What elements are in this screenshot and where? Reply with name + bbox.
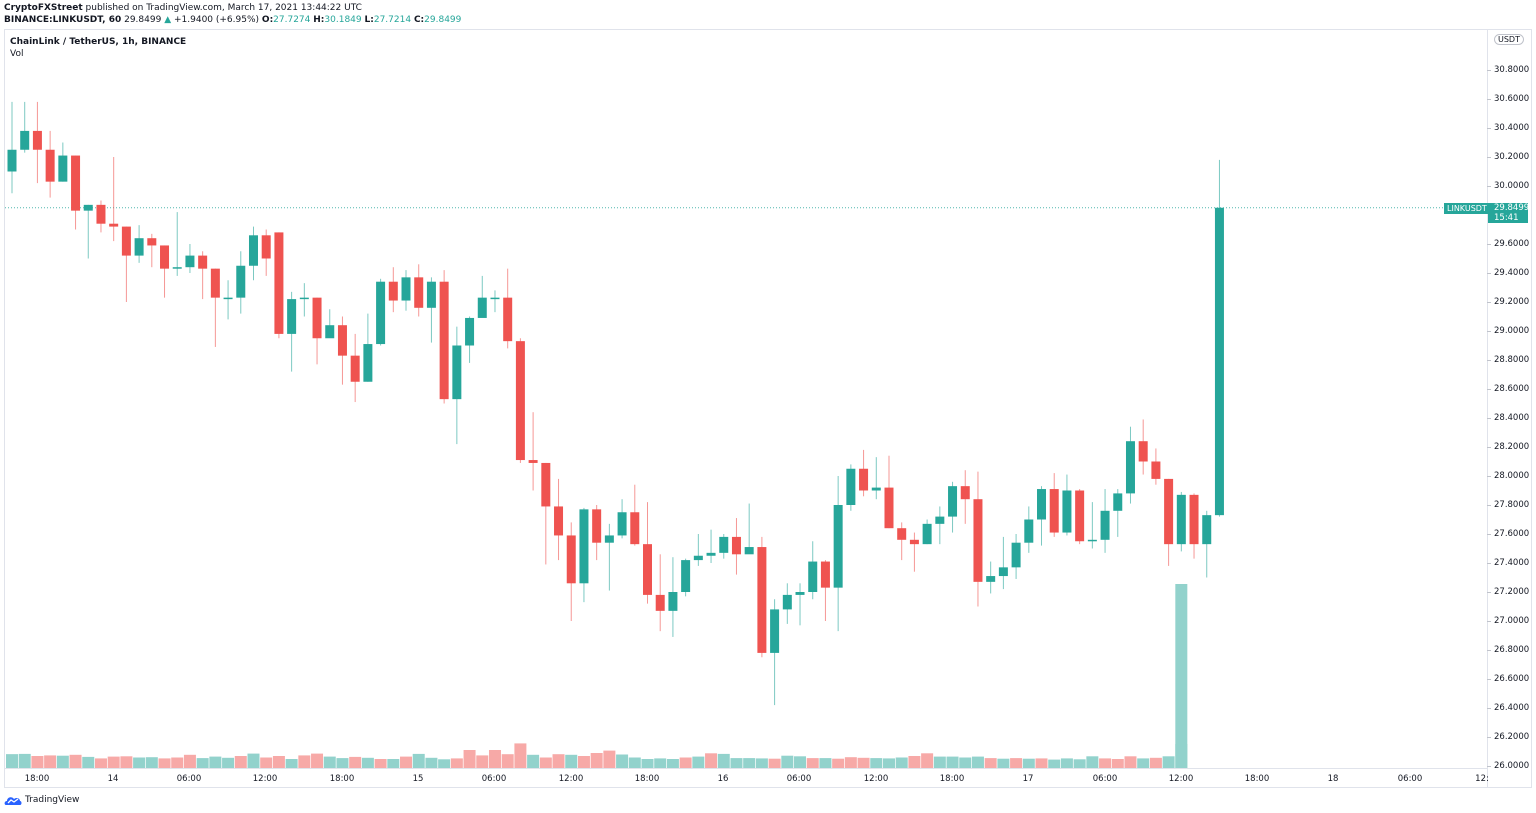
time-axis-label: 18:00 — [1244, 774, 1270, 784]
price-axis-label: 29.6000 — [1494, 239, 1530, 249]
time-axis-label: 18:00 — [329, 774, 355, 784]
low-label: L: — [364, 15, 374, 25]
time-axis-label: 17 — [1022, 774, 1034, 784]
price-axis-tick — [1487, 534, 1491, 535]
chart-legend: ChainLink / TetherUS, 1h, BINANCE Vol — [10, 36, 186, 60]
time-axis-label: 06:00 — [481, 774, 507, 784]
tradingview-cloud-icon — [4, 797, 22, 805]
legend-title: ChainLink / TetherUS, 1h, BINANCE — [10, 37, 187, 47]
price-axis-label: 30.2000 — [1494, 152, 1530, 162]
price-axis-label: 30.0000 — [1494, 181, 1530, 191]
time-axis-label: 15 — [412, 774, 424, 784]
price-axis-tick — [1487, 360, 1491, 361]
tradingview-brand: TradingView — [25, 795, 80, 805]
price-axis-tick — [1487, 273, 1491, 274]
close-value: 29.8499 — [424, 15, 462, 25]
price-axis-tick — [1487, 70, 1491, 71]
price-axis-label: 30.6000 — [1494, 94, 1530, 104]
tradingview-logo[interactable]: TradingView — [4, 794, 79, 806]
price-axis-tick — [1487, 621, 1491, 622]
price-axis-label: 26.4000 — [1494, 703, 1530, 713]
price-axis-tick — [1487, 128, 1491, 129]
price-axis-divider — [1487, 30, 1488, 787]
price-axis-tick — [1487, 418, 1491, 419]
price-axis-label: 26.6000 — [1494, 674, 1530, 684]
price-axis-label: 29.2000 — [1494, 297, 1530, 307]
currency-button[interactable]: USDT — [1494, 34, 1524, 45]
price-axis-label: 26.0000 — [1494, 761, 1530, 771]
time-axis-label: 12:00 — [252, 774, 278, 784]
symbol-info: BINANCE:LINKUSDT, 60 29.8499 ▲ +1.9400 (… — [4, 15, 461, 25]
price-axis-tick — [1487, 447, 1491, 448]
price-axis-tick — [1487, 476, 1491, 477]
high-value: 30.1849 — [324, 15, 362, 25]
symbol-name: BINANCE:LINKUSDT, 60 — [4, 15, 122, 25]
price-change: +1.9400 (+6.95%) — [173, 15, 260, 25]
time-axis-label: 06:00 — [176, 774, 202, 784]
time-axis-label: 12: — [1475, 774, 1489, 784]
current-price-tag: 29.8499 15:41 — [1488, 203, 1530, 223]
current-price: 29.8499 — [1494, 203, 1530, 213]
close-label: C: — [413, 15, 425, 25]
high-label: H: — [313, 15, 325, 25]
price-axis-tick — [1487, 99, 1491, 100]
time-axis-label: 18:00 — [634, 774, 660, 784]
price-axis-label: 29.4000 — [1494, 268, 1530, 278]
price-axis-label: 26.8000 — [1494, 645, 1530, 655]
price-axis-label: 28.2000 — [1494, 442, 1530, 452]
price-axis-tick — [1487, 186, 1491, 187]
publish-info: CryptoFXStreet published on TradingView.… — [4, 3, 362, 13]
price-axis-label: 30.8000 — [1494, 65, 1530, 75]
price-axis-tick — [1487, 331, 1491, 332]
price-axis-label: 27.8000 — [1494, 500, 1530, 510]
up-arrow-icon: ▲ — [164, 15, 172, 25]
price-axis-label: 28.8000 — [1494, 355, 1530, 365]
open-label: O: — [261, 15, 274, 25]
price-axis-label: 29.0000 — [1494, 326, 1530, 336]
time-axis-label: 12:00 — [863, 774, 889, 784]
time-axis-label: 06:00 — [786, 774, 812, 784]
price-axis-tick — [1487, 679, 1491, 680]
time-axis-label: 18:00 — [24, 774, 50, 784]
time-axis-label: 06:00 — [1092, 774, 1118, 784]
publish-text: published on TradingView.com, March 17, … — [82, 3, 362, 13]
time-axis-label: 18 — [1327, 774, 1339, 784]
price-axis-tick — [1487, 505, 1491, 506]
publisher-name: CryptoFXStreet — [4, 3, 83, 13]
time-axis-label: 06:00 — [1397, 774, 1423, 784]
price-axis-label: 30.4000 — [1494, 123, 1530, 133]
time-axis-label: 18:00 — [939, 774, 965, 784]
price-axis-tick — [1487, 244, 1491, 245]
price-axis-label: 27.4000 — [1494, 558, 1530, 568]
price-axis-label: 28.0000 — [1494, 471, 1530, 481]
price-axis-tick — [1487, 708, 1491, 709]
last-price: 29.8499 — [124, 15, 162, 25]
price-axis-tick — [1487, 650, 1491, 651]
time-axis-label: 16 — [717, 774, 729, 784]
time-axis-divider — [5, 768, 1487, 769]
price-axis-tick — [1487, 766, 1491, 767]
price-axis-tick — [1487, 737, 1491, 738]
price-axis-label: 27.6000 — [1494, 529, 1530, 539]
price-axis-label: 28.6000 — [1494, 384, 1530, 394]
price-axis-label: 26.2000 — [1494, 732, 1530, 742]
price-axis-label: 27.2000 — [1494, 587, 1530, 597]
price-axis-tick — [1487, 157, 1491, 158]
time-axis-label: 12:00 — [558, 774, 584, 784]
open-value: 27.7274 — [273, 15, 311, 25]
time-axis-label: 12:00 — [1168, 774, 1194, 784]
legend-volume: Vol — [10, 49, 24, 59]
price-axis-tick — [1487, 389, 1491, 390]
price-axis-label: 28.4000 — [1494, 413, 1530, 423]
chart-frame — [4, 29, 1532, 788]
price-axis-label: 27.0000 — [1494, 616, 1530, 626]
time-axis-label: 14 — [107, 774, 119, 784]
price-axis-tick — [1487, 592, 1491, 593]
symbol-price-tag: LINKUSDT — [1444, 203, 1490, 214]
price-axis-tick — [1487, 302, 1491, 303]
bar-countdown: 15:41 — [1494, 213, 1519, 223]
low-value: 27.7214 — [373, 15, 412, 25]
price-axis-tick — [1487, 563, 1491, 564]
